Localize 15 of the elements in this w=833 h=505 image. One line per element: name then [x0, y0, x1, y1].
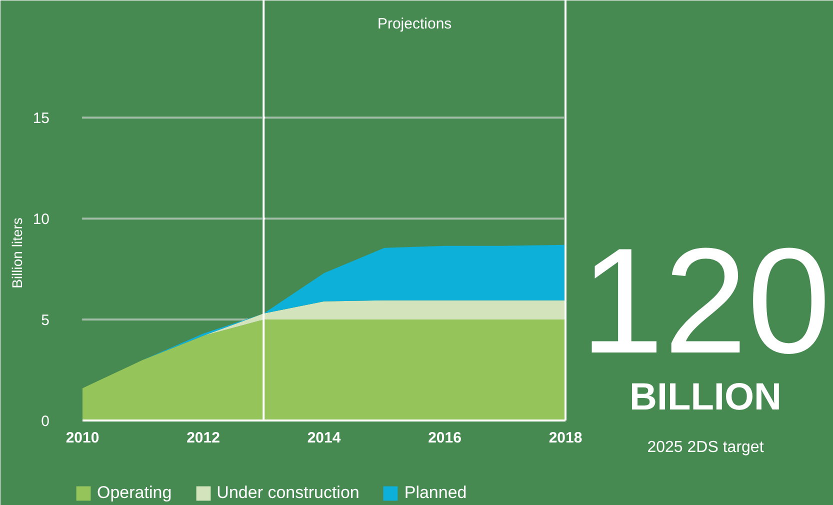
- y-tick-label: 0: [41, 413, 50, 430]
- annotation: Projections: [377, 16, 452, 32]
- x-tick-label: 2010: [66, 430, 100, 446]
- x-tick-label: 2014: [307, 430, 342, 446]
- legend-label: Operating: [97, 483, 172, 503]
- y-tick-label: 15: [32, 110, 50, 128]
- legend-label: Planned: [404, 483, 467, 503]
- y-axis-title: Billion liters: [8, 218, 25, 288]
- x-tick-label: 2016: [428, 430, 462, 446]
- y-tick-label: 5: [41, 312, 50, 330]
- legend-label: Under construction: [216, 483, 360, 503]
- y-tick-label: 10: [32, 211, 50, 228]
- x-tick-label: 2018: [548, 430, 582, 446]
- text: 2025 2DS target: [647, 439, 764, 456]
- x-tick-label: 2012: [186, 430, 220, 446]
